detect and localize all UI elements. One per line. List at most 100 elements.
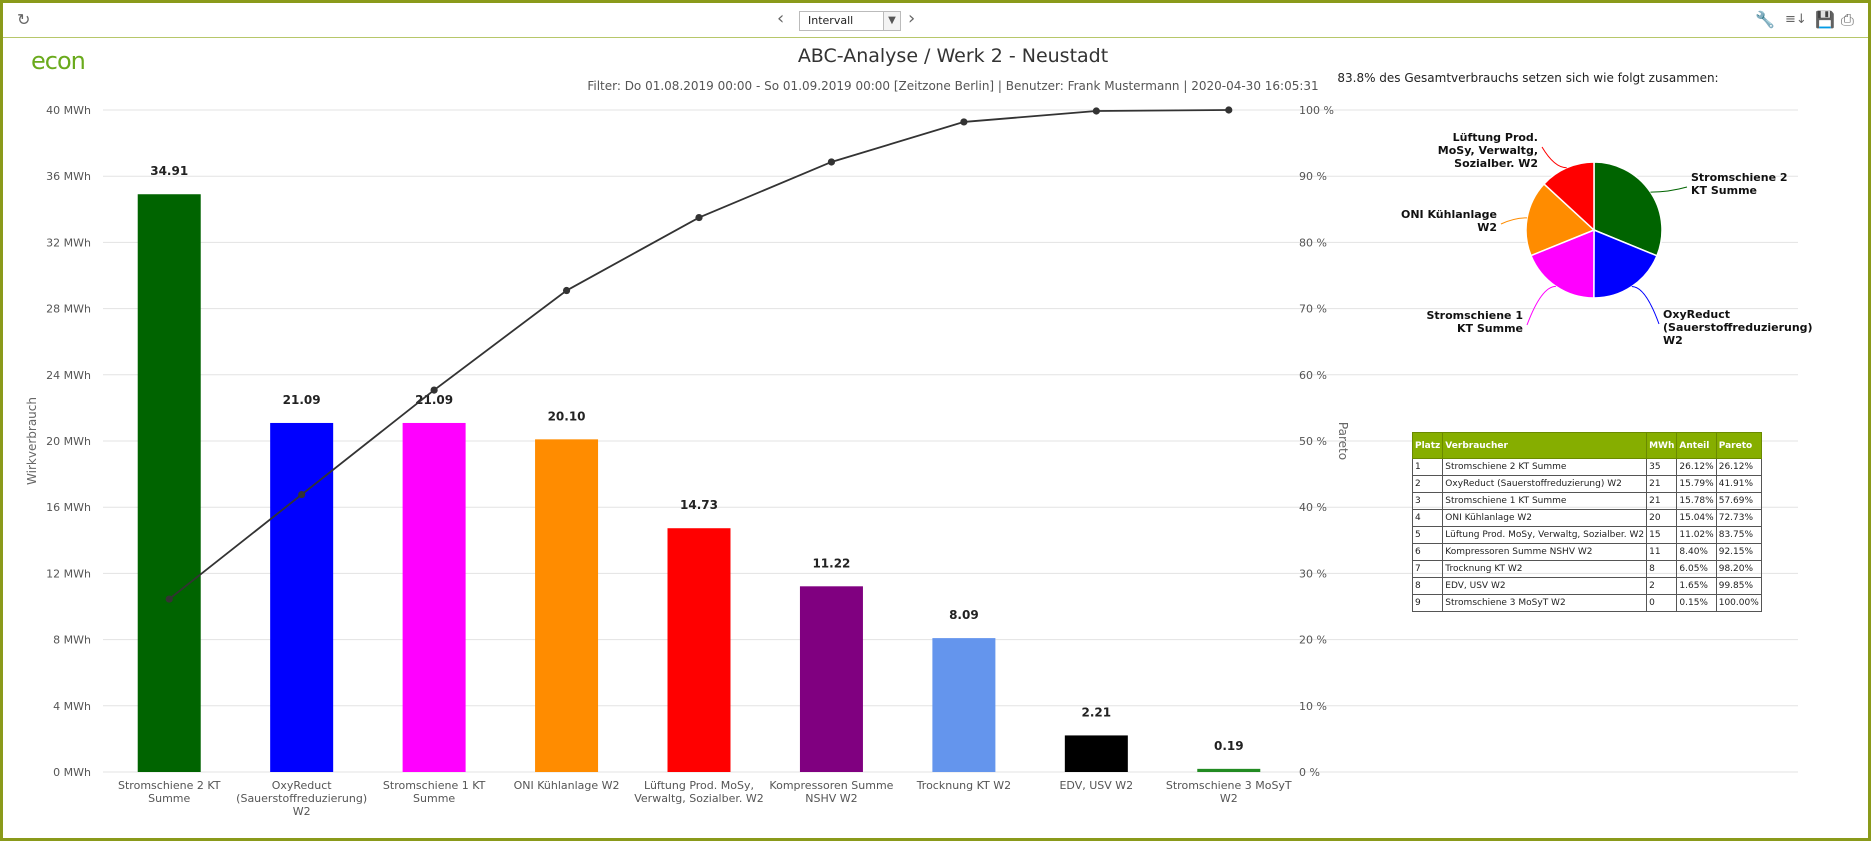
bar	[270, 422, 334, 772]
table-cell: 0	[1646, 594, 1678, 612]
table-cell: OxyReduct (Sauerstoffreduzierung) W2	[1442, 475, 1648, 493]
table-cell: ONI Kühlanlage W2	[1442, 509, 1648, 527]
table-cell: Stromschiene 2 KT Summe	[1442, 458, 1648, 476]
pareto-point	[430, 386, 438, 394]
pie-connector	[1500, 217, 1528, 225]
table-cell: 72.73%	[1715, 509, 1762, 527]
pie-connector	[1650, 186, 1688, 193]
pareto-point	[827, 158, 836, 166]
bar	[535, 439, 599, 772]
table-cell: 98.20%	[1715, 560, 1762, 578]
table-cell: 5	[1411, 526, 1444, 544]
pie-connector	[1526, 285, 1556, 326]
pie-label: Stromschiene 2	[1691, 171, 1788, 184]
pie-label: KT Summe	[1691, 184, 1757, 197]
table-cell: Stromschiene 3 MoSyT W2	[1442, 594, 1648, 612]
table-cell: Kompressoren Summe NSHV W2	[1442, 543, 1648, 561]
x-tick-label: Trocknung KT W2	[916, 779, 1011, 792]
ranking-table: Platz Verbraucher MWh Anteil Pareto 1 Stromsc…	[1411, 432, 1762, 612]
table-header-row: Platz Verbraucher MWh Anteil Pareto	[1411, 432, 1762, 459]
table-cell: 83.75%	[1715, 526, 1762, 544]
x-tick-label: Kompressoren Summe	[769, 779, 893, 792]
sort-icon[interactable]: ≡↓	[1785, 12, 1807, 27]
table-cell: Stromschiene 1 KT Summe	[1442, 492, 1648, 510]
table-cell: 92.15%	[1715, 543, 1762, 561]
table-cell: 15	[1646, 526, 1678, 544]
x-tick-label: W2	[1220, 792, 1238, 805]
pie-label: Lüftung Prod.	[1453, 131, 1538, 144]
pie-label: OxyReduct	[1663, 308, 1730, 321]
x-tick-label: Stromschiene 3 MoSyT	[1166, 779, 1292, 792]
y2-tick-label: 70 %	[1299, 303, 1327, 316]
table-row: 1 Stromschiene 2 KT Summe 35 26.12% 26.12%	[1411, 458, 1762, 476]
table-cell: 8	[1411, 577, 1444, 595]
pie-connector	[1631, 286, 1660, 325]
print-icon[interactable]: ⎙	[1841, 10, 1854, 29]
table-cell: 26.12%	[1715, 458, 1762, 476]
table-cell: 100.00%	[1715, 594, 1762, 612]
toolbar: ↻ ‹ Intervall ▼ › 🔧 ≡↓ 💾 ⎙	[3, 3, 1868, 38]
bar-value-label: 11.22	[812, 556, 850, 570]
chevron-down-icon[interactable]: ▼	[883, 12, 900, 30]
x-tick-label: EDV, USV W2	[1059, 779, 1133, 792]
table-cell: 2	[1411, 475, 1444, 493]
filter-info: Filter: Do 01.08.2019 00:00 - So 01.09.2…	[587, 79, 1319, 93]
table-header-cell: Platz	[1411, 432, 1444, 459]
y-tick-label: 28 MWh	[46, 303, 91, 316]
table-cell: 3	[1411, 492, 1444, 510]
bar-value-label: 8.09	[949, 608, 979, 622]
y2-tick-label: 0 %	[1299, 766, 1320, 779]
table-cell: 6.05%	[1676, 560, 1717, 578]
table-cell: 15.78%	[1676, 492, 1717, 510]
y-tick-label: 24 MWh	[46, 369, 91, 382]
table-cell: 20	[1646, 509, 1678, 527]
pareto-point	[1092, 107, 1100, 115]
x-tick-label: ONI Kühlanlage W2	[514, 779, 620, 792]
x-tick-label: Stromschiene 2 KT	[118, 779, 221, 792]
table-cell: Lüftung Prod. MoSy, Verwaltg, Sozialber.…	[1442, 526, 1648, 544]
save-icon[interactable]: 💾	[1815, 10, 1835, 29]
bar	[1197, 768, 1261, 772]
table-row: 7 Trocknung KT W2 8 6.05% 98.20%	[1411, 560, 1762, 578]
interval-select[interactable]: Intervall ▼	[799, 11, 901, 31]
table-header-cell: Verbraucher	[1442, 432, 1648, 459]
chevron-left-icon[interactable]: ‹	[777, 8, 785, 29]
pie-label: W2	[1477, 221, 1497, 234]
x-tick-label: Lüftung Prod. MoSy,	[644, 779, 754, 792]
pareto-point	[165, 595, 173, 603]
table-cell: 57.69%	[1715, 492, 1762, 510]
table-cell: EDV, USV W2	[1442, 577, 1648, 595]
wrench-icon[interactable]: 🔧	[1755, 10, 1775, 29]
table-header-cell: Pareto	[1715, 432, 1762, 459]
bar	[1064, 735, 1128, 772]
y-axis-label: Wirkverbrauch	[25, 397, 39, 485]
bar-value-label: 21.09	[283, 393, 321, 407]
refresh-icon[interactable]: ↻	[17, 10, 31, 29]
y-tick-label: 36 MWh	[46, 170, 91, 183]
pareto-point	[562, 286, 571, 295]
y2-tick-label: 20 %	[1299, 634, 1327, 647]
table-cell: 7	[1411, 560, 1444, 578]
x-tick-label: (Sauerstoffreduzierung)	[236, 792, 367, 805]
bar	[667, 528, 731, 772]
x-tick-label: Summe	[413, 792, 455, 805]
chevron-right-icon[interactable]: ›	[908, 8, 916, 29]
pie-label: (Sauerstoffreduzierung)	[1663, 321, 1813, 334]
y2-axis-label: Pareto	[1336, 422, 1350, 460]
table-cell: 99.85%	[1715, 577, 1762, 595]
table-cell: 1.65%	[1676, 577, 1717, 595]
pie-label: W2	[1663, 334, 1683, 347]
y-tick-label: 8 MWh	[53, 634, 91, 647]
bar-value-label: 34.91	[150, 164, 188, 178]
pie-chart: Stromschiene 2KT Summe OxyReduct(Sauersto…	[1401, 131, 1813, 347]
y2-tick-label: 40 %	[1299, 501, 1327, 514]
y-tick-label: 16 MWh	[46, 501, 91, 514]
pareto-point	[695, 213, 703, 222]
y-tick-label: 12 MWh	[46, 567, 91, 580]
table-row: 2 OxyReduct (Sauerstoffreduzierung) W2 21 1…	[1411, 475, 1762, 493]
table-row: 9 Stromschiene 3 MoSyT W2 0 0.15% 100.00%	[1411, 594, 1762, 612]
x-tick-label: OxyReduct	[272, 779, 333, 792]
y-tick-label: 40 MWh	[46, 104, 91, 117]
